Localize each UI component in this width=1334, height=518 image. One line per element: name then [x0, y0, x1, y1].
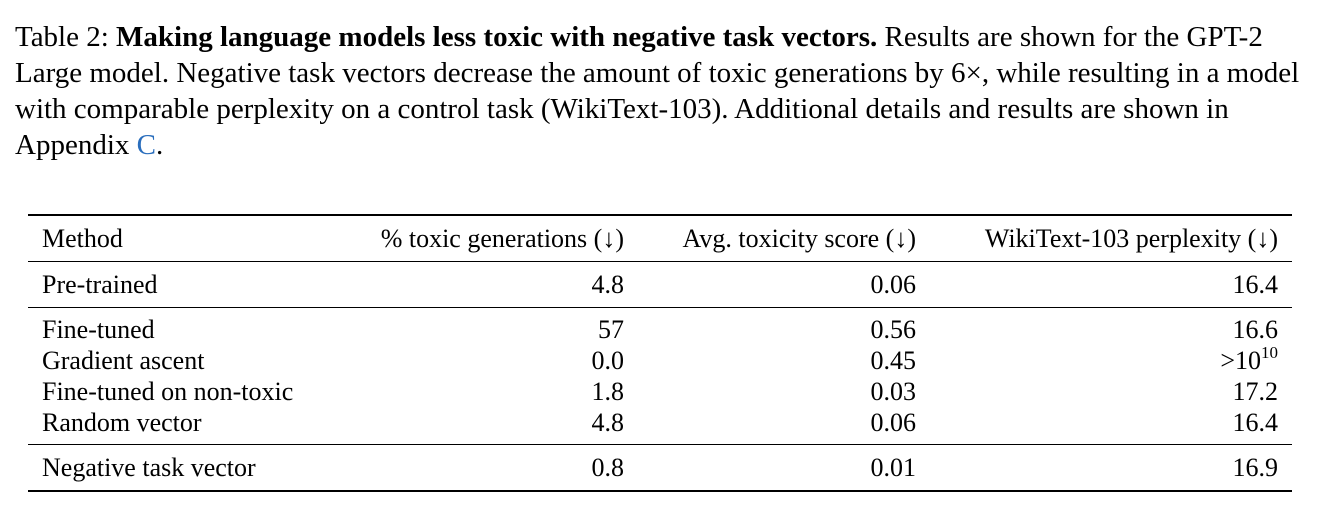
toxic-cell: 0.8 [591, 452, 625, 482]
toxic-cell: 4.8 [591, 269, 625, 299]
method-cell: Negative task vector [42, 452, 256, 482]
score-cell: 0.06 [870, 269, 917, 299]
table-row: Random vector 4.8 0.06 16.4 [28, 407, 1292, 445]
table-caption: Table 2: Making language models less tox… [15, 19, 1315, 163]
method-cell: Fine-tuned [42, 314, 155, 344]
method-cell: Random vector [42, 407, 202, 437]
perplexity-cell: 17.2 [1232, 376, 1279, 406]
perplexity-base: >10 [1220, 345, 1261, 375]
toxic-cell: 1.8 [591, 376, 625, 406]
table-row: Pre-trained 4.8 0.06 16.4 [28, 262, 1292, 308]
score-cell: 0.56 [870, 314, 917, 344]
appendix-link[interactable]: C [136, 129, 156, 161]
results-table-container: Method % toxic generations (↓) Avg. toxi… [28, 214, 1292, 492]
score-cell: 0.06 [870, 407, 917, 437]
table-row: Gradient ascent 0.0 0.45 >1010 [28, 342, 1292, 376]
toxic-cell: 0.0 [591, 345, 625, 375]
header-toxic-generations: % toxic generations (↓) [380, 223, 624, 253]
caption-text: Results are shown for the GPT-2 Large mo… [15, 21, 1300, 161]
perplexity-cell: >1010 [930, 342, 1292, 376]
score-cell: 0.03 [870, 376, 917, 406]
table-row: Fine-tuned on non-toxic 1.8 0.03 17.2 [28, 376, 1292, 407]
perplexity-cell: 16.4 [1232, 269, 1279, 299]
table-row: Fine-tuned 57 0.56 16.6 [28, 308, 1292, 346]
method-cell: Gradient ascent [42, 345, 205, 375]
toxic-cell: 4.8 [591, 407, 625, 437]
score-cell: 0.01 [870, 452, 917, 482]
caption-end: . [155, 129, 164, 161]
toxic-cell: 57 [598, 314, 624, 344]
method-cell: Fine-tuned on non-toxic [42, 376, 294, 406]
results-table: Method % toxic generations (↓) Avg. toxi… [28, 214, 1292, 492]
header-method: Method [42, 223, 123, 253]
header-toxicity-score: Avg. toxicity score (↓) [682, 223, 916, 253]
perplexity-cell: 16.6 [1232, 314, 1279, 344]
header-perplexity: WikiText-103 perplexity (↓) [984, 223, 1278, 253]
perplexity-exponent: 10 [1261, 342, 1278, 362]
perplexity-cell: 16.9 [1232, 452, 1279, 482]
caption-title: Making language models less toxic with n… [116, 21, 878, 53]
method-cell: Pre-trained [42, 269, 158, 299]
table-row: Negative task vector 0.8 0.01 16.9 [28, 445, 1292, 492]
table-header-row: Method % toxic generations (↓) Avg. toxi… [28, 215, 1292, 262]
score-cell: 0.45 [870, 345, 917, 375]
caption-label: Table 2: [15, 21, 117, 53]
perplexity-cell: 16.4 [1232, 407, 1279, 437]
